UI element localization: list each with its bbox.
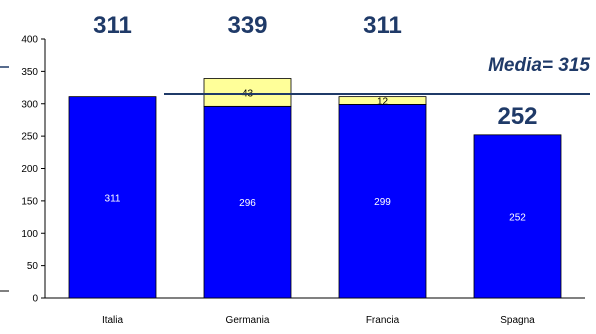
y-tick-label: 150	[21, 196, 38, 207]
segment-value-label: 311	[105, 193, 121, 204]
y-tick-label: 200	[21, 164, 38, 175]
average-label: Media= 315	[488, 55, 590, 76]
y-tick-label: 400	[21, 35, 38, 46]
y-tick-label: 0	[32, 294, 38, 305]
labels: 311Italia29643Germania29912Francia252Spa…	[102, 88, 535, 326]
bar-segment	[203, 105, 292, 299]
y-tick-label: 300	[21, 99, 38, 110]
bar-total-label: 339	[227, 12, 267, 39]
segment-value-label: 252	[509, 212, 526, 223]
bar-segment	[338, 103, 427, 299]
x-tick-label: Francia	[366, 315, 400, 326]
bar-total-label: 311	[93, 12, 132, 39]
x-tick-label: Spagna	[500, 315, 535, 326]
segment-value-label: 299	[374, 197, 391, 208]
bar-segment	[338, 96, 427, 105]
y-tick-label: 350	[21, 67, 38, 78]
bars	[68, 78, 562, 299]
segment-value-label: 12	[377, 97, 389, 108]
bar-segment	[473, 134, 562, 299]
x-tick-label: Germania	[226, 315, 270, 326]
overlay: 311 339 311 252 Media= 315	[93, 12, 590, 130]
bar-segment	[203, 78, 292, 107]
x-tick-label: Italia	[102, 315, 124, 326]
bar-segment	[68, 96, 157, 299]
bar-total-label: 311	[363, 12, 402, 39]
segment-value-label: 296	[239, 198, 256, 209]
bar-total-label: 252	[497, 103, 537, 130]
y-tick-label: 50	[27, 261, 39, 272]
y-tick-label: 100	[21, 229, 38, 240]
y-tick-label: 250	[21, 132, 38, 143]
